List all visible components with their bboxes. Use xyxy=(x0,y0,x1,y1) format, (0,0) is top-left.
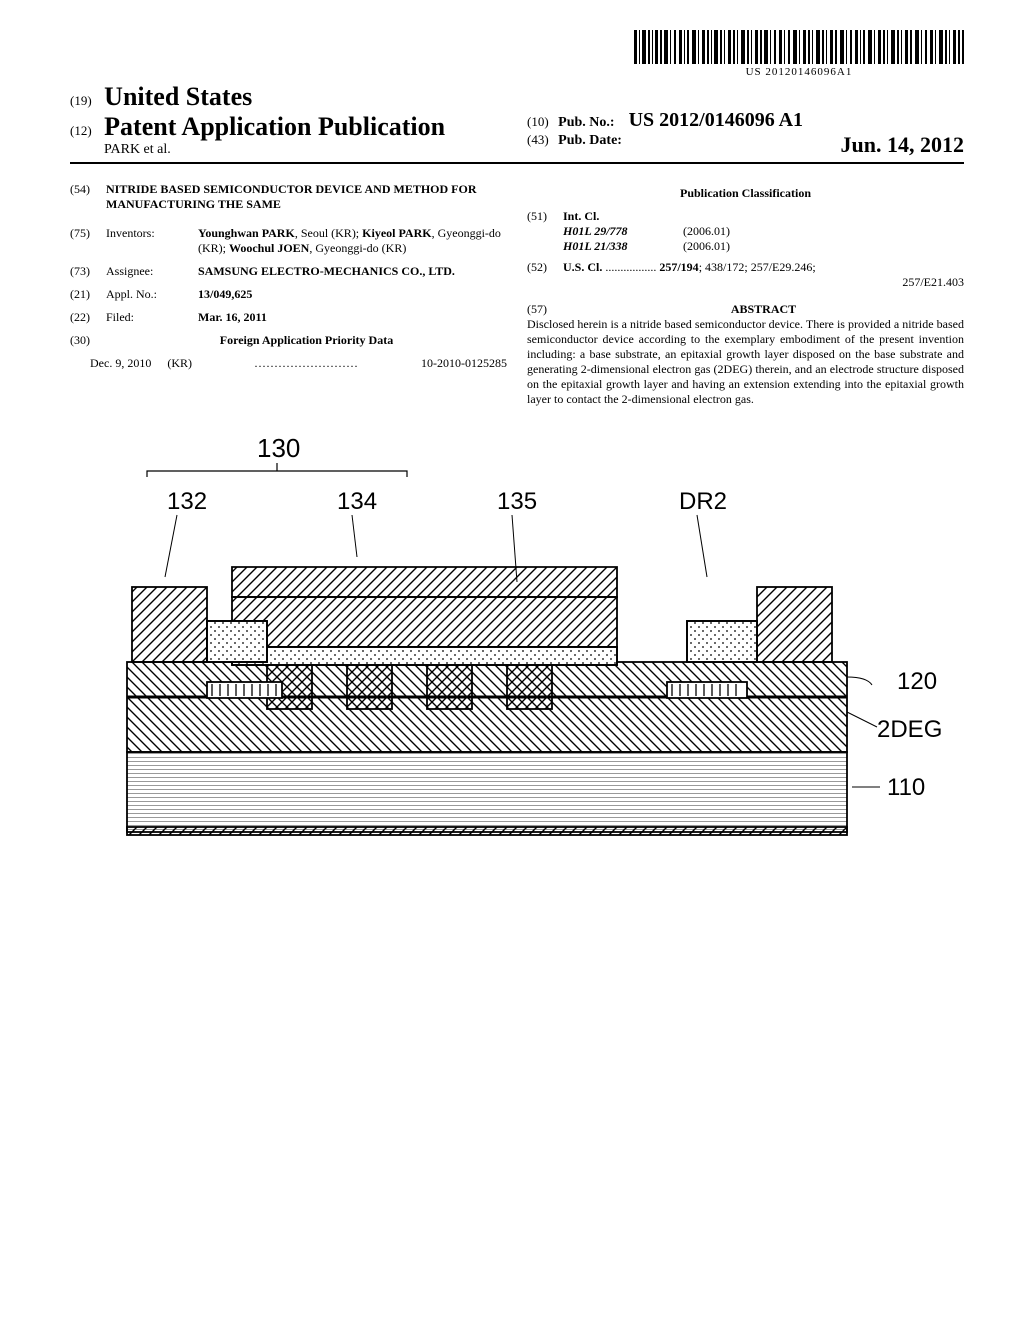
pub-no-value: US 2012/0146096 A1 xyxy=(629,109,803,131)
pub-no-label: Pub. No.: xyxy=(558,115,614,130)
right-column: Publication Classification (51) Int. Cl.… xyxy=(527,182,964,407)
intcl-year-0: (2006.01) xyxy=(683,224,730,239)
authors-line: PARK et al. xyxy=(70,142,507,158)
uscl-text: U.S. Cl. ................. 257/194; 438/… xyxy=(563,260,964,290)
inventors-row: (75) Inventors: Younghwan PARK, Seoul (K… xyxy=(70,226,507,256)
filed-value: Mar. 16, 2011 xyxy=(198,310,507,325)
pub-type-code: (12) xyxy=(70,123,92,138)
pub-date-label: Pub. Date: xyxy=(558,133,622,148)
inventors-value: Younghwan PARK, Seoul (KR); Kiyeol PARK,… xyxy=(198,226,507,256)
abstract-text: Disclosed herein is a nitride based semi… xyxy=(527,317,964,407)
priority-row: Dec. 9, 2010 (KR) ......................… xyxy=(90,356,507,371)
fig-label-130: 130 xyxy=(257,437,300,463)
pub-no-code: (10) xyxy=(527,114,549,129)
appl-code: (21) xyxy=(70,287,106,302)
barcode-number: US 20120146096A1 xyxy=(634,66,964,78)
classification-heading: Publication Classification xyxy=(527,186,964,201)
country-line: (19) United States xyxy=(70,82,507,112)
inventors-code: (75) xyxy=(70,226,106,256)
inventors-label: Inventors: xyxy=(106,226,198,256)
pub-date-code: (43) xyxy=(527,132,549,147)
fig-label-134: 134 xyxy=(337,488,377,515)
priority-section: (30) Foreign Application Priority Data D… xyxy=(70,333,507,371)
abstract-heading: ABSTRACT xyxy=(563,302,964,317)
intcl-item-0: H01L 29/778 (2006.01) xyxy=(563,224,964,239)
bibliographic-columns: (54) NITRIDE BASED SEMICONDUCTOR DEVICE … xyxy=(70,182,964,407)
appl-value: 13/049,625 xyxy=(198,287,507,302)
filed-code: (22) xyxy=(70,310,106,325)
figure-svg: 130 132 134 135 DR2 xyxy=(77,437,957,867)
assignee-value: SAMSUNG ELECTRO-MECHANICS CO., LTD. xyxy=(198,264,507,279)
priority-code: (30) xyxy=(70,333,106,348)
assignee-label: Assignee: xyxy=(106,264,198,279)
fig-label-dr2: DR2 xyxy=(679,488,727,515)
appl-row: (21) Appl. No.: 13/049,625 xyxy=(70,287,507,302)
title-row: (54) NITRIDE BASED SEMICONDUCTOR DEVICE … xyxy=(70,182,507,212)
pub-date-value: Jun. 14, 2012 xyxy=(841,132,964,158)
invention-title: NITRIDE BASED SEMICONDUCTOR DEVICE AND M… xyxy=(106,182,507,212)
abstract-code: (57) xyxy=(527,302,563,317)
country-name: United States xyxy=(104,82,252,111)
filed-label: Filed: xyxy=(106,310,198,325)
pub-date-line: (43) Pub. Date: Jun. 14, 2012 xyxy=(527,132,964,158)
intcl-year-1: (2006.01) xyxy=(683,239,730,254)
barcode-region: US 20120146096A1 xyxy=(70,30,964,80)
barcode: US 20120146096A1 xyxy=(634,30,964,78)
intcl-code-0: H01L 29/778 xyxy=(563,224,683,239)
left-column: (54) NITRIDE BASED SEMICONDUCTOR DEVICE … xyxy=(70,182,507,407)
intcl-label: Int. Cl. xyxy=(563,209,964,224)
uscl-label: U.S. Cl. xyxy=(563,260,602,274)
fig-label-132: 132 xyxy=(167,488,207,515)
intcl-item-1: H01L 21/338 (2006.01) xyxy=(563,239,964,254)
fig-label-2deg: 2DEG xyxy=(877,716,942,743)
header: (19) United States (12) Patent Applicati… xyxy=(70,82,964,164)
country-code: (19) xyxy=(70,93,92,108)
priority-country: (KR) xyxy=(167,356,192,371)
publication-type-line: (12) Patent Application Publication xyxy=(70,112,507,142)
abstract-header: (57) ABSTRACT xyxy=(527,302,964,317)
fig-label-120: 120 xyxy=(897,668,937,695)
fig-label-135: 135 xyxy=(497,488,537,515)
intcl-code: (51) xyxy=(527,209,563,254)
uscl-dots: ................. xyxy=(605,260,656,274)
patent-figure: 130 132 134 135 DR2 xyxy=(70,437,964,867)
priority-number: 10-2010-0125285 xyxy=(421,356,507,371)
priority-dots: .......................... xyxy=(192,356,421,371)
assignee-code: (73) xyxy=(70,264,106,279)
priority-date: Dec. 9, 2010 xyxy=(90,356,151,371)
intcl-code-1: H01L 21/338 xyxy=(563,239,683,254)
title-code: (54) xyxy=(70,182,106,212)
appl-label: Appl. No.: xyxy=(106,287,198,302)
intcl-row: (51) Int. Cl. H01L 29/778 (2006.01) H01L… xyxy=(527,209,964,254)
uscl-row: (52) U.S. Cl. ................. 257/194;… xyxy=(527,260,964,290)
pub-number-line: (10) Pub. No.: US 2012/0146096 A1 xyxy=(527,109,964,132)
priority-heading: Foreign Application Priority Data xyxy=(106,333,507,348)
pub-type: Patent Application Publication xyxy=(104,112,445,141)
uscl-code: (52) xyxy=(527,260,563,290)
assignee-row: (73) Assignee: SAMSUNG ELECTRO-MECHANICS… xyxy=(70,264,507,279)
fig-label-110: 110 xyxy=(887,774,925,801)
filed-row: (22) Filed: Mar. 16, 2011 xyxy=(70,310,507,325)
